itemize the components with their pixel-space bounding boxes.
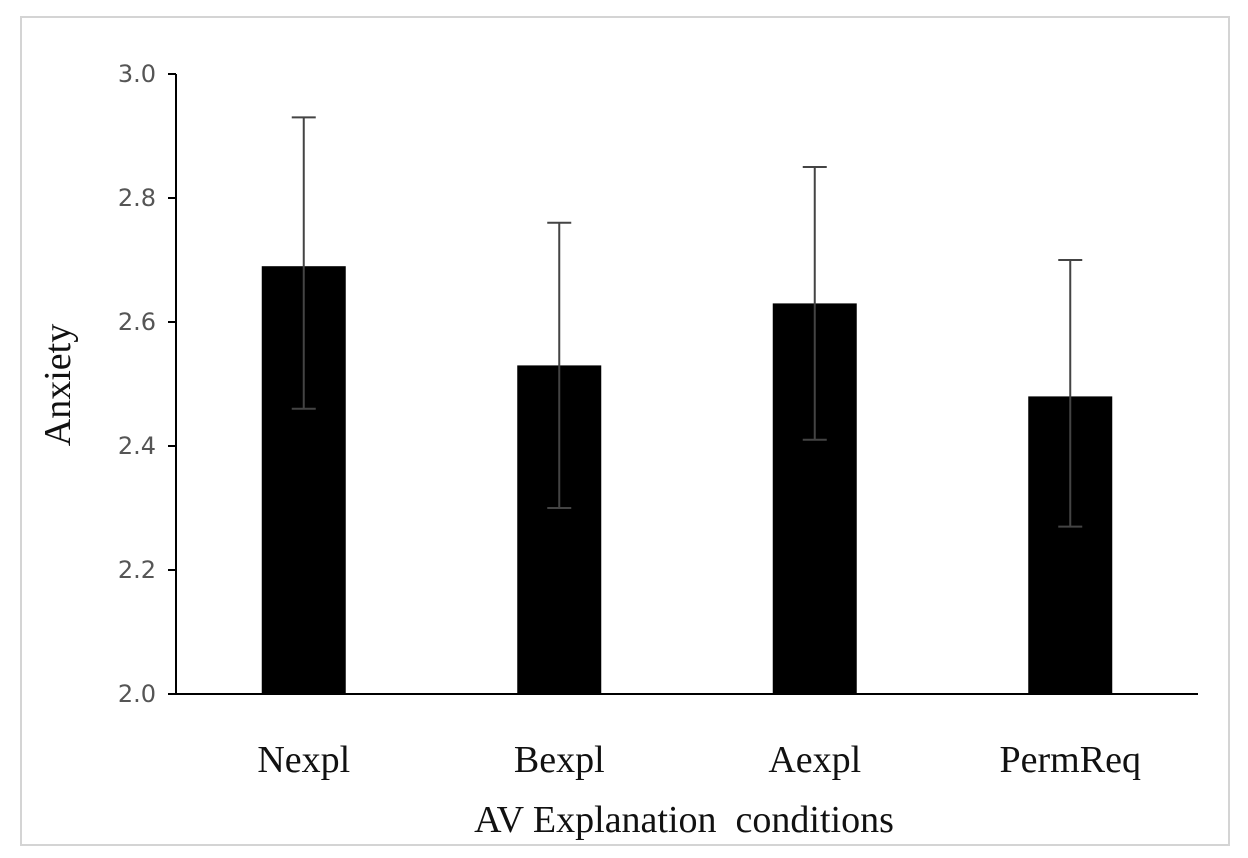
y-tick-label: 2.8 <box>118 184 156 212</box>
y-tick-label: 2.4 <box>118 432 156 460</box>
bars-group <box>261 266 1113 694</box>
x-category-label: PermReq <box>1000 739 1141 781</box>
x-category-label: Bexpl <box>514 739 605 781</box>
y-axis-ticks: 2.0 2.2 2.4 2.6 2.8 3.0 <box>118 60 176 708</box>
y-tick-label: 2.6 <box>118 308 156 336</box>
y-axis-title: Anxiety <box>37 324 79 446</box>
error-bars-group <box>291 116 1083 528</box>
y-tick-label: 2.2 <box>118 556 156 584</box>
x-axis-categories: Nexpl Bexpl Aexpl PermReq <box>257 739 1141 781</box>
x-category-label: Aexpl <box>768 739 861 781</box>
x-category-label: Nexpl <box>257 739 350 781</box>
x-axis-title: AV Explanation conditions <box>474 799 894 841</box>
y-tick-label: 3.0 <box>118 60 156 88</box>
y-tick-label: 2.0 <box>118 680 156 708</box>
